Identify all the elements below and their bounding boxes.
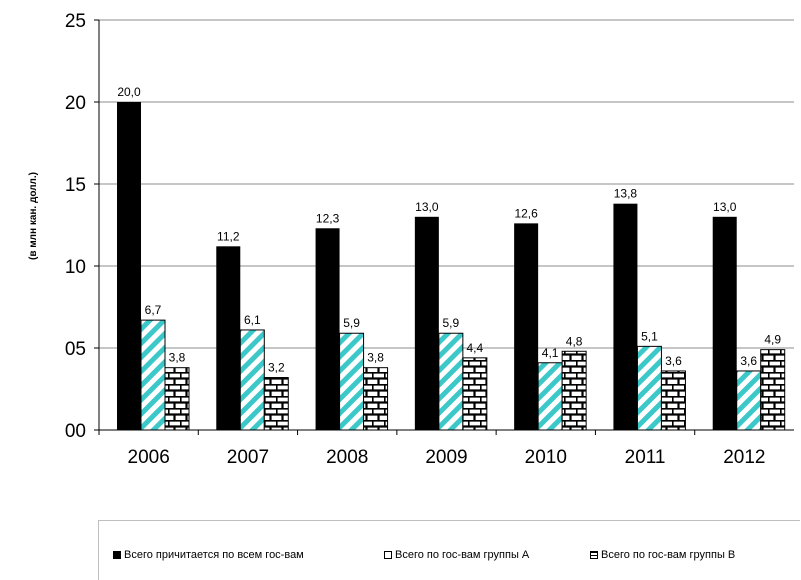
bar-group-b xyxy=(561,350,587,431)
x-tick-label: 2010 xyxy=(525,447,567,468)
data-label: 3,6 xyxy=(665,354,682,368)
data-label: 4,4 xyxy=(467,341,484,355)
data-label: 5,9 xyxy=(443,316,460,330)
bar-group-a xyxy=(636,345,662,431)
data-label: 11,2 xyxy=(217,229,240,243)
data-label: 6,7 xyxy=(145,303,162,317)
bar-group-b xyxy=(760,349,786,431)
bar-total xyxy=(315,228,340,430)
data-label: 3,6 xyxy=(740,354,757,368)
bar-total xyxy=(712,216,737,430)
legend-label: Всего причитается по всем гос-вам xyxy=(124,549,304,561)
y-tick-label: 20 xyxy=(65,93,86,114)
bar-group-b xyxy=(164,367,190,431)
bar-group-b xyxy=(263,377,289,431)
data-label: 5,9 xyxy=(343,316,360,330)
y-tick-label: 00 xyxy=(65,421,86,442)
y-axis-label: (в млн кан. долл.) xyxy=(28,172,39,260)
data-label: 4,1 xyxy=(542,346,559,360)
x-tick-label: 2007 xyxy=(227,447,269,468)
x-tick-label: 2008 xyxy=(326,447,368,468)
bar-group-a xyxy=(239,329,265,431)
bar-group-a xyxy=(140,319,166,431)
bar-total xyxy=(613,203,638,430)
bar-group-a xyxy=(537,362,563,431)
bar-total xyxy=(514,223,539,430)
data-label: 13,0 xyxy=(415,200,439,214)
bar-group-b xyxy=(660,370,686,431)
x-tick-label: 2012 xyxy=(723,447,765,468)
data-label: 13,0 xyxy=(713,200,737,214)
gridlines xyxy=(99,19,794,349)
y-tick-label: 10 xyxy=(65,257,86,278)
data-label: 4,9 xyxy=(764,333,781,347)
y-tick-label: 25 xyxy=(65,11,86,32)
data-label: 3,8 xyxy=(367,351,384,365)
y-tick-label: 05 xyxy=(65,339,86,360)
data-labels: 20,0 6,7 3,8 11,2 6,1 3,2 12,3 5,9 3,8 13,0 5,9 4,4… xyxy=(117,85,781,375)
legend-label: Всего по гос-вам группы В xyxy=(601,549,736,561)
y-tick-label: 15 xyxy=(65,175,86,196)
bar-group-a xyxy=(339,332,365,431)
bar-group-b xyxy=(462,357,488,431)
solid-swatch-icon xyxy=(113,551,121,559)
bar-total xyxy=(216,246,241,430)
x-tick-label: 2009 xyxy=(425,447,467,468)
brick-swatch-icon xyxy=(590,551,598,559)
bar-group-a xyxy=(736,370,762,431)
legend-label: Всего по гос-вам группы А xyxy=(395,549,530,561)
legend: Всего причитается по всем гос-вам Всего … xyxy=(98,520,800,580)
data-label: 3,8 xyxy=(169,351,186,365)
legend-item-group-b: Всего по гос-вам группы В xyxy=(590,549,735,561)
legend-item-group-a: Всего по гос-вам группы А xyxy=(384,549,529,561)
bar-group-b xyxy=(363,367,389,431)
bars xyxy=(117,102,786,431)
data-label: 12,3 xyxy=(316,211,340,225)
stripes-swatch-icon xyxy=(384,551,392,559)
data-label: 13,8 xyxy=(614,187,638,201)
bar-chart: 20,0 6,7 3,8 11,2 6,1 3,2 12,3 5,9 3,8 13,0 5,9 4,4… xyxy=(28,11,794,468)
tick-labels: 00 05 10 15 20 25 2006 2007 2008 2009 2010 2011 2012 xyxy=(65,11,766,468)
bar-total xyxy=(414,216,439,430)
x-tick-label: 2011 xyxy=(625,447,666,468)
legend-item-total: Всего причитается по всем гос-вам xyxy=(113,549,304,561)
data-label: 4,8 xyxy=(566,334,583,348)
data-label: 6,1 xyxy=(244,313,261,327)
x-tick-label: 2006 xyxy=(128,447,170,468)
bar-total xyxy=(117,102,141,430)
data-label: 20,0 xyxy=(117,85,141,99)
data-label: 12,6 xyxy=(514,206,538,220)
bar-group-a xyxy=(438,332,464,431)
data-label: 5,1 xyxy=(641,329,658,343)
data-label: 3,2 xyxy=(268,361,285,375)
